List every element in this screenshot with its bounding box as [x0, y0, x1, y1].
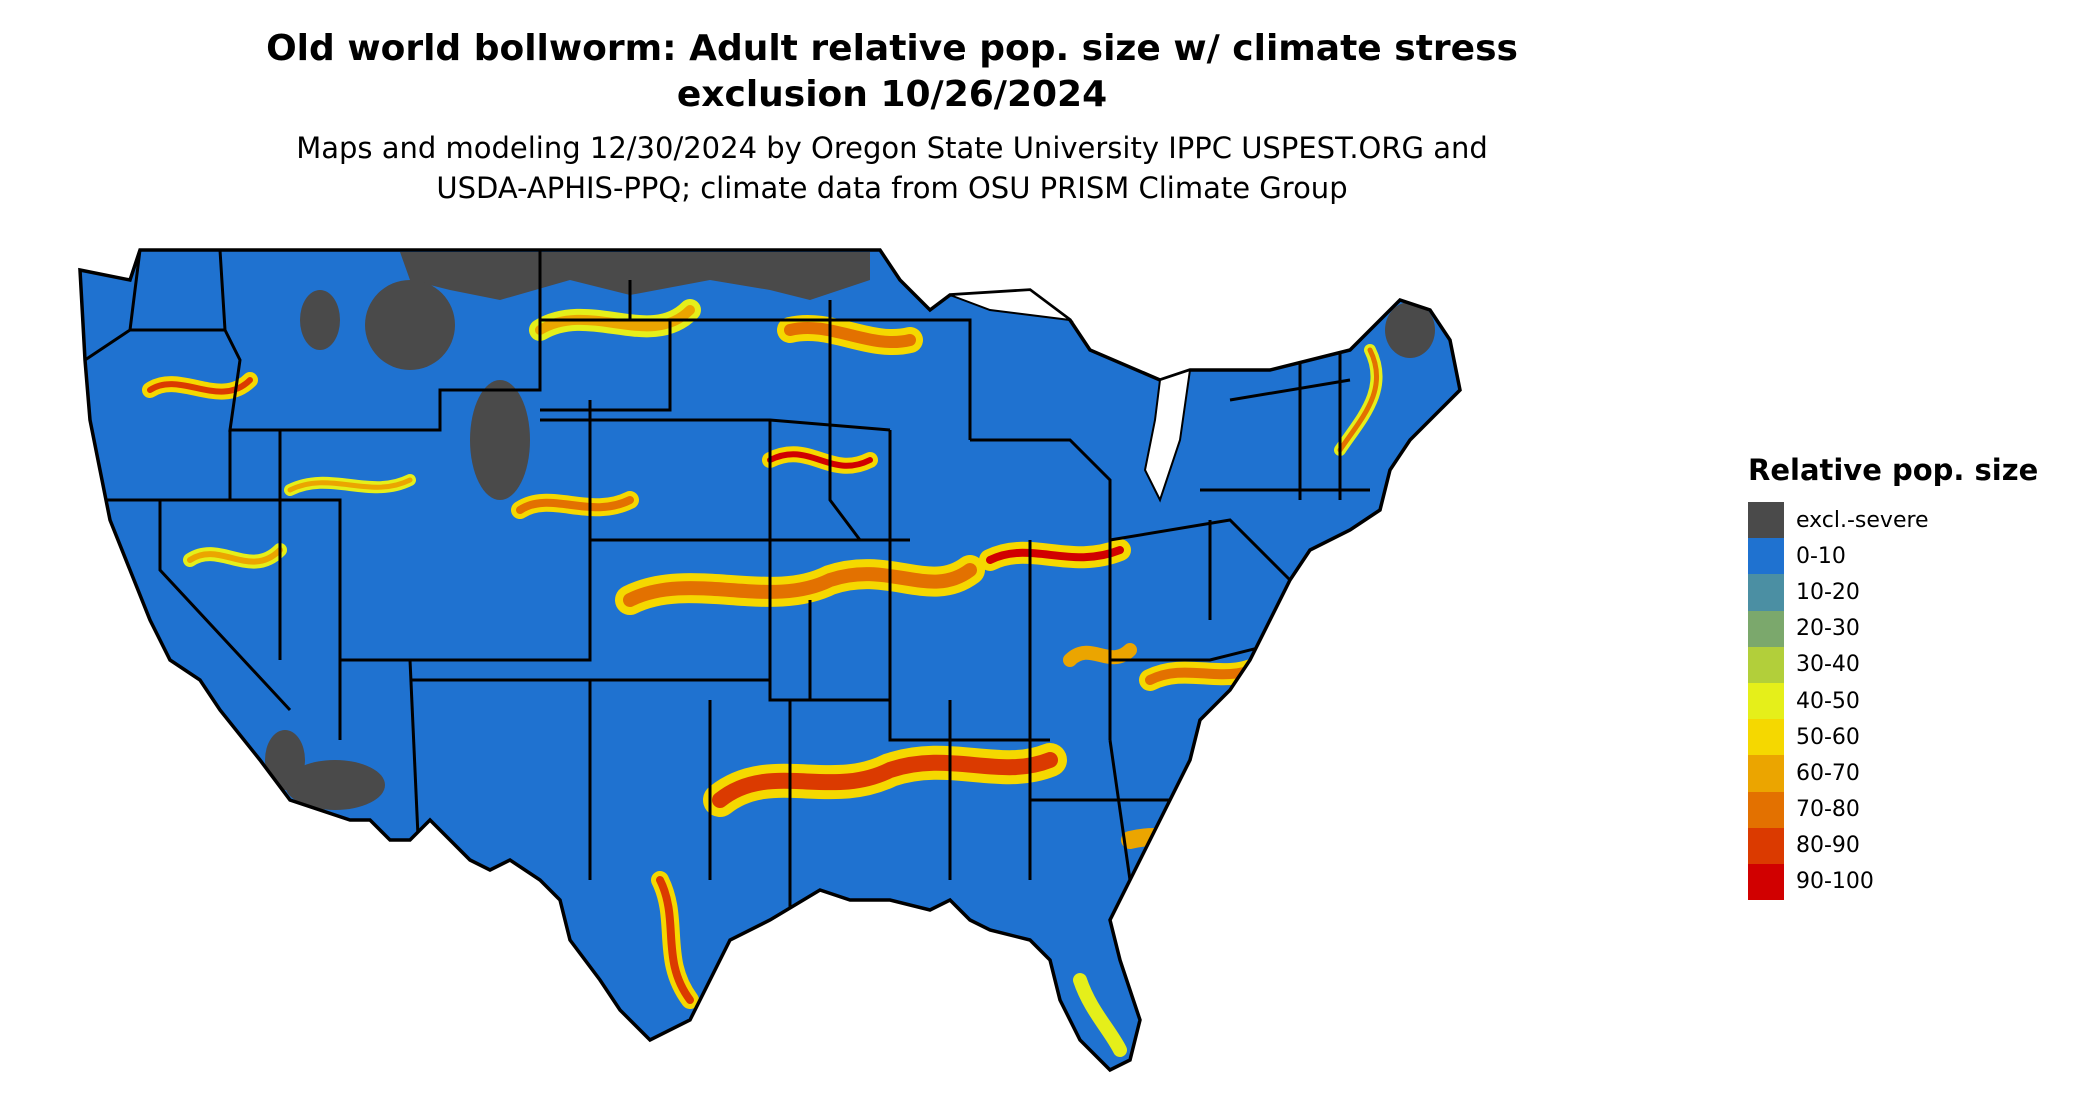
legend-item: excl.-severe	[1748, 502, 2038, 539]
legend-label: 60-70	[1796, 760, 1860, 786]
state-borders	[84, 250, 1370, 940]
legend-swatch	[1748, 682, 1784, 720]
legend-label: 20-30	[1796, 616, 1860, 642]
exclusion-idaho	[300, 290, 340, 350]
legend-label: 70-80	[1796, 797, 1860, 823]
map-title: Old world bollworm: Adult relative pop. …	[0, 26, 1784, 118]
legend-item: 40-50	[1748, 682, 2038, 720]
legend-swatch	[1748, 863, 1784, 901]
legend-item: 70-80	[1748, 791, 2038, 828]
legend-label: 80-90	[1796, 833, 1860, 859]
legend-item: 90-100	[1748, 863, 2038, 901]
subtitle-line-1: Maps and modeling 12/30/2024 by Oregon S…	[296, 131, 1488, 165]
legend-item: 60-70	[1748, 755, 2038, 792]
legend-item: 20-30	[1748, 610, 2038, 647]
legend-label: 90-100	[1796, 869, 1874, 895]
legend-item: 0-10	[1748, 538, 2038, 575]
legend-label: 40-50	[1796, 688, 1860, 714]
legend-label: 10-20	[1796, 579, 1860, 605]
us-outline	[78, 248, 1462, 1073]
legend-items: excl.-severe 0-10 10-20 20-30 30-40 40-50 50-6…	[1748, 502, 2038, 901]
exclusion-california-desert	[265, 730, 305, 790]
exclusion-arizona-south	[285, 760, 385, 810]
legend-swatch	[1748, 574, 1784, 611]
legend-item: 80-90	[1748, 827, 2038, 864]
legend-swatch	[1748, 755, 1784, 792]
legend-title: Relative pop. size	[1748, 453, 2039, 487]
legend-swatch	[1748, 791, 1784, 828]
legend-item: 30-40	[1748, 646, 2038, 683]
legend-swatch	[1748, 827, 1784, 864]
legend-label: 0-10	[1796, 543, 1846, 569]
legend-label: excl.-severe	[1796, 507, 1929, 533]
legend-swatch	[1748, 502, 1784, 539]
title-line-2: exclusion 10/26/2024	[676, 74, 1108, 115]
legend: Relative pop. size excl.-severe 0-10 10-20…	[1748, 450, 2039, 901]
exclusion-colorado	[470, 380, 530, 500]
legend-label: 50-60	[1796, 724, 1860, 750]
legend-item: 10-20	[1748, 574, 2038, 611]
lake-michigan	[1143, 368, 1192, 503]
legend-label: 30-40	[1796, 652, 1860, 678]
subtitle-line-2: USDA-APHIS-PPQ; climate data from OSU PR…	[436, 171, 1348, 205]
lake-superior	[949, 288, 1074, 322]
exclusion-north-border	[400, 252, 870, 300]
map-subtitle: Maps and modeling 12/30/2024 by Oregon S…	[0, 128, 1784, 208]
exclusion-maine	[1385, 302, 1435, 358]
suitability-hotspots	[142, 299, 1383, 1057]
exclusion-wyoming	[365, 280, 455, 370]
legend-swatch	[1748, 610, 1784, 647]
legend-swatch	[1748, 719, 1784, 756]
great-lakes	[949, 288, 1192, 503]
us-map	[78, 248, 1462, 1073]
title-line-1: Old world bollworm: Adult relative pop. …	[266, 28, 1518, 69]
legend-item: 50-60	[1748, 719, 2038, 756]
legend-swatch	[1748, 646, 1784, 683]
legend-swatch	[1748, 538, 1784, 575]
